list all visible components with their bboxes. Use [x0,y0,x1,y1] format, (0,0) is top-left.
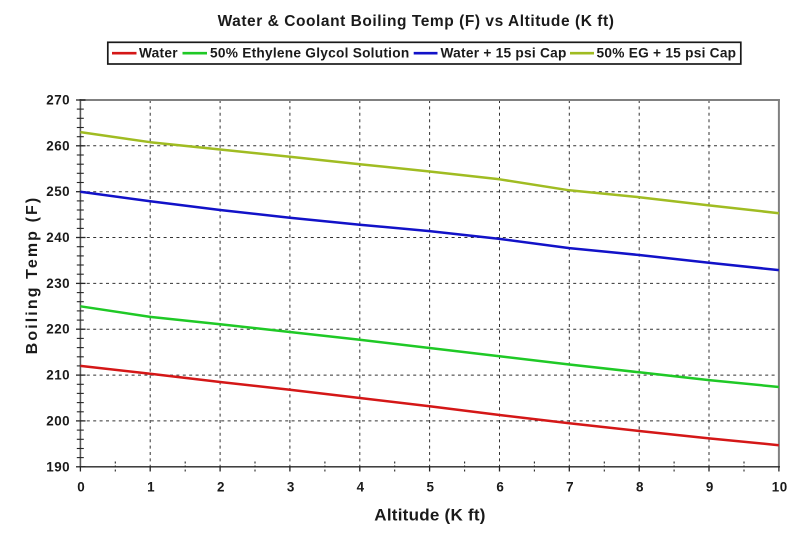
svg-text:240: 240 [46,230,70,245]
svg-text:5: 5 [426,480,434,495]
svg-text:50% Ethylene Glycol Solution: 50% Ethylene Glycol Solution [210,46,409,61]
svg-text:2: 2 [217,480,225,495]
svg-text:250: 250 [46,184,70,199]
svg-text:Water: Water [139,46,178,61]
svg-text:6: 6 [496,480,504,495]
svg-text:1: 1 [147,480,155,495]
svg-text:220: 220 [46,322,70,337]
svg-text:Boiling Temp (F): Boiling Temp (F) [24,196,41,355]
svg-text:Water & Coolant Boiling Temp (: Water & Coolant Boiling Temp (F) vs Alti… [218,13,615,30]
svg-text:Water + 15 psi Cap: Water + 15 psi Cap [441,46,567,61]
svg-text:210: 210 [46,368,70,383]
svg-text:9: 9 [706,480,714,495]
svg-text:Altitude (K ft): Altitude (K ft) [374,506,485,525]
svg-text:7: 7 [566,480,574,495]
svg-text:260: 260 [46,138,70,153]
svg-text:4: 4 [357,480,365,495]
svg-text:50% EG + 15 psi Cap: 50% EG + 15 psi Cap [597,46,737,61]
svg-text:190: 190 [46,459,70,474]
svg-text:0: 0 [77,480,85,495]
svg-text:200: 200 [46,413,70,428]
svg-text:8: 8 [636,480,644,495]
svg-text:270: 270 [46,93,70,108]
svg-text:3: 3 [287,480,295,495]
svg-text:10: 10 [772,480,788,495]
svg-text:230: 230 [46,276,70,291]
